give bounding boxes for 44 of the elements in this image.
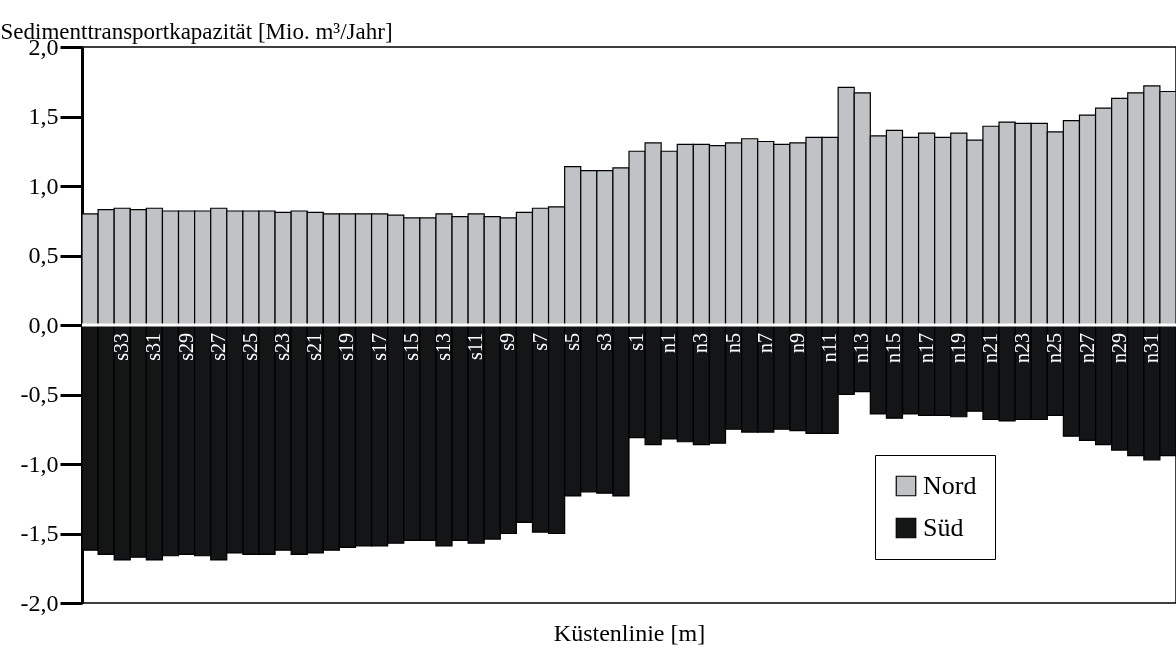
x-tick-label: s3 [592,333,615,351]
x-tick-label: n29 [1107,333,1130,363]
y-tick-label: 0,5 [28,242,59,268]
y-tick-label: -2,0 [20,589,59,616]
x-tick-label: s29 [174,333,197,361]
x-tick-label: s17 [367,333,390,361]
x-tick-label: n27 [1075,333,1098,363]
x-tick-label: s27 [206,333,229,361]
x-tick-label: n1 [657,333,680,353]
y-tick-label: -1,0 [20,450,59,477]
x-tick-label: s13 [431,333,454,361]
y-tick-label: 1,5 [28,103,59,129]
y-tick-label: 1,0 [28,172,59,199]
legend-label: Nord [923,471,977,500]
y-tick-label: -1,5 [20,520,59,546]
x-tick-label: n17 [914,333,937,363]
x-tick-label: s21 [303,333,326,361]
x-tick-label: n21 [978,333,1001,363]
x-tick-label: s31 [142,333,165,361]
x-tick-label: n19 [946,333,969,363]
x-tick-label: s5 [560,333,583,351]
y-tick-label: -0,5 [20,381,59,407]
x-axis-title: Küstenlinie [m] [553,619,706,646]
x-tick-label: n23 [1011,333,1034,363]
x-tick-label: s7 [528,333,551,351]
legend-label: Süd [923,513,964,542]
x-tick-label: n3 [689,333,712,353]
x-tick-label: s9 [496,333,519,351]
x-tick-label: s15 [399,333,422,361]
y-tick-label: 0,0 [28,311,59,338]
x-tick-label: s19 [335,333,358,361]
x-tick-label: s25 [238,333,261,361]
x-tick-label: s33 [110,333,133,361]
x-tick-label: n31 [1139,333,1162,363]
x-tick-label: n15 [882,333,905,363]
x-tick-label: n5 [721,333,744,353]
x-tick-label: n7 [753,333,776,353]
x-tick-label: n9 [785,333,808,353]
x-tick-label: n11 [818,333,841,363]
x-tick-label: s11 [464,333,487,361]
x-tick-label: s1 [625,333,648,351]
x-tick-label: n25 [1043,333,1066,363]
x-tick-label: s23 [271,333,294,361]
x-tick-label: n13 [850,333,873,363]
